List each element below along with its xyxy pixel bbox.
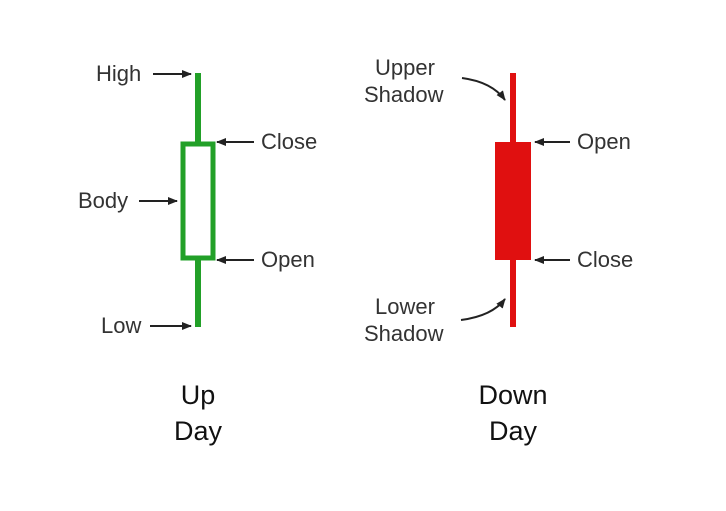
label-body: Body bbox=[78, 188, 129, 213]
arrow-upper-shadow bbox=[461, 77, 506, 101]
up-candle bbox=[180, 73, 216, 327]
label-down-close: Close bbox=[577, 247, 634, 272]
label-low: Low bbox=[101, 313, 142, 338]
label-lower-shadow-line1: Lower bbox=[375, 294, 435, 319]
up-body bbox=[180, 141, 216, 261]
down-candle bbox=[495, 73, 531, 327]
label-upper-shadow-line2: Shadow bbox=[364, 82, 444, 107]
caption-up-line1: Up bbox=[180, 380, 216, 410]
label-up-close: Close bbox=[261, 129, 318, 154]
caption-down-line2: Day bbox=[488, 416, 537, 446]
caption-up-line2: Day bbox=[173, 416, 222, 446]
down-body bbox=[495, 142, 531, 260]
caption-down-line1: Down bbox=[478, 380, 548, 410]
label-up-open: Open bbox=[261, 247, 315, 272]
label-lower-shadow-line2: Shadow bbox=[364, 321, 444, 346]
label-down-open: Open bbox=[577, 129, 631, 154]
arrow-lower-shadow bbox=[460, 298, 506, 321]
label-upper-shadow-line1: Upper bbox=[375, 55, 435, 80]
label-high: High bbox=[96, 61, 142, 86]
